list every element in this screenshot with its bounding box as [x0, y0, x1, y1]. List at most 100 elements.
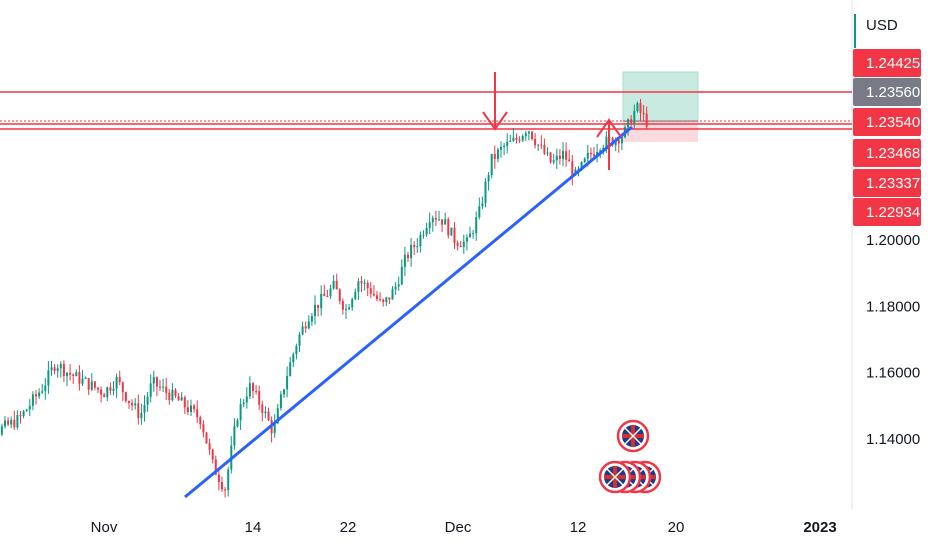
candle-body — [47, 370, 50, 386]
candle-body — [593, 154, 595, 156]
candlestick-series — [0, 99, 648, 498]
position-stop-zone[interactable] — [623, 122, 698, 142]
candle-body — [391, 289, 394, 300]
candle-body — [62, 363, 65, 377]
candle-body — [199, 417, 202, 425]
price-badge: 1.23468 — [853, 139, 921, 167]
uptrend-line[interactable] — [184, 125, 633, 499]
candle-body — [292, 354, 295, 363]
candle-body — [307, 321, 310, 329]
candle-body — [537, 144, 540, 146]
candle-body — [456, 242, 459, 246]
candle-body — [159, 386, 161, 388]
position-target-zone[interactable] — [622, 71, 699, 123]
candle-body — [143, 404, 146, 413]
candle-body — [75, 372, 78, 377]
candle-body — [354, 291, 357, 300]
uk-flag-icon[interactable] — [598, 460, 632, 494]
candle-body — [97, 387, 99, 390]
candle-body — [317, 304, 320, 309]
candle-body — [431, 217, 434, 223]
candle-body — [413, 244, 416, 248]
candle-body — [81, 378, 84, 384]
candle-body — [152, 377, 155, 384]
candle-body — [534, 138, 537, 146]
candle-body — [236, 420, 239, 427]
x-tick-label: 12 — [570, 519, 587, 536]
candle-body — [568, 159, 571, 162]
candle-body — [555, 155, 558, 161]
candle-body — [357, 281, 360, 292]
candle-body — [410, 244, 413, 259]
candle-body — [59, 363, 62, 369]
candle-body — [388, 297, 391, 300]
candle-body — [345, 309, 347, 311]
candle-body — [571, 161, 574, 176]
candle-body — [146, 396, 149, 405]
candle-body — [376, 295, 378, 300]
candle-body — [69, 372, 72, 375]
x-tick-label: 2023 — [803, 519, 836, 536]
candle-body — [425, 227, 428, 235]
candle-body — [605, 136, 608, 148]
candle-body — [441, 219, 444, 225]
candle-body — [264, 411, 267, 414]
candle-body — [279, 394, 282, 409]
candle-body — [475, 217, 478, 234]
uk-flag-icon[interactable] — [616, 419, 650, 453]
candle-body — [527, 131, 530, 134]
up-arrow[interactable] — [596, 118, 622, 170]
candle-body — [543, 144, 546, 154]
candle-body — [552, 160, 555, 163]
candle-body — [93, 381, 96, 388]
candle-body — [310, 316, 313, 322]
candle-body — [286, 376, 289, 390]
candle-body — [19, 415, 22, 417]
candle-body — [186, 407, 189, 413]
candle-body — [478, 206, 481, 218]
candle-body — [524, 133, 527, 136]
candle-body — [633, 110, 636, 125]
candle-body — [224, 489, 227, 491]
price-badge: 1.23337 — [853, 169, 921, 197]
y-axis-ticks: 1.14000 1.16000 1.18000 1.20000 — [866, 232, 920, 448]
candle-body — [289, 362, 292, 377]
candle-body — [35, 394, 37, 397]
candle-body — [617, 139, 620, 144]
candle-body — [53, 367, 56, 371]
candle-body — [642, 112, 645, 114]
candle-body — [326, 296, 329, 298]
candle-body — [586, 152, 589, 159]
candle-body — [16, 415, 19, 428]
svg-text:1.23337: 1.23337 — [866, 175, 920, 192]
candle-body — [0, 426, 3, 435]
candle-body — [103, 394, 106, 398]
candle-body — [211, 449, 214, 460]
candle-body — [645, 113, 648, 127]
news-flag-icons[interactable] — [598, 419, 662, 494]
candle-body — [28, 405, 31, 410]
candle-body — [338, 289, 341, 302]
candle-body — [56, 368, 59, 371]
candle-body — [255, 391, 258, 393]
candle-body — [369, 288, 372, 294]
candle-body — [549, 152, 552, 163]
candle-body — [137, 403, 140, 419]
candle-body — [636, 103, 639, 111]
candle-body — [419, 234, 422, 247]
currency-label: USD — [866, 17, 898, 34]
candle-body — [115, 376, 118, 389]
candle-body — [276, 408, 279, 424]
candle-body — [320, 293, 323, 309]
down-arrow[interactable] — [482, 72, 508, 131]
candle-body — [217, 474, 220, 482]
candle-body — [78, 372, 81, 384]
candle-body — [314, 304, 316, 317]
candle-body — [128, 400, 130, 403]
candle-body — [214, 459, 217, 475]
candle-body — [87, 378, 90, 390]
candle-body — [490, 153, 493, 176]
candle-body — [90, 381, 93, 390]
candle-body — [351, 299, 354, 308]
